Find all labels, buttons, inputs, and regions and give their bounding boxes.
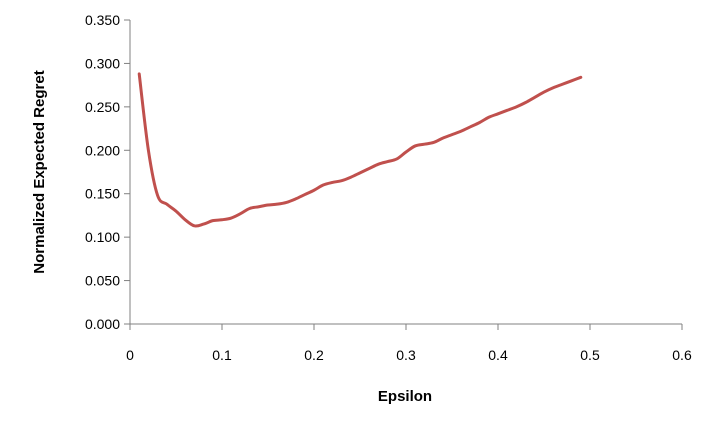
x-tick-label: 0 [126,347,134,363]
y-tick-label: 0.350 [85,12,120,28]
x-tick-label: 0.2 [304,347,324,363]
series-layer [137,72,583,228]
y-tick-label: 0.100 [85,229,120,245]
x-tick-label: 0.6 [672,347,692,363]
y-tick-label: 0.050 [85,273,120,289]
y-tick-label: 0.150 [85,186,120,202]
y-axis-title: Normalized Expected Regret [31,70,48,273]
x-axis-title: Epsilon [378,388,432,405]
y-tick-label: 0.200 [85,142,120,158]
series-line [137,72,583,228]
y-tick-label: 0.250 [85,99,120,115]
x-axis: 0 0.1 0.2 0.3 0.4 0.5 0.6 [126,323,692,363]
x-tick-label: 0.5 [580,347,600,363]
y-axis: 0.000 0.050 0.100 0.150 0.200 0.250 0.300 0.350 [85,12,131,332]
x-tick-label: 0.1 [212,347,232,363]
y-tick-label: 0.300 [85,55,120,71]
x-tick-label: 0.4 [488,347,508,363]
x-tick-label: 0.3 [396,347,416,363]
y-tick-label: 0.000 [85,316,120,332]
